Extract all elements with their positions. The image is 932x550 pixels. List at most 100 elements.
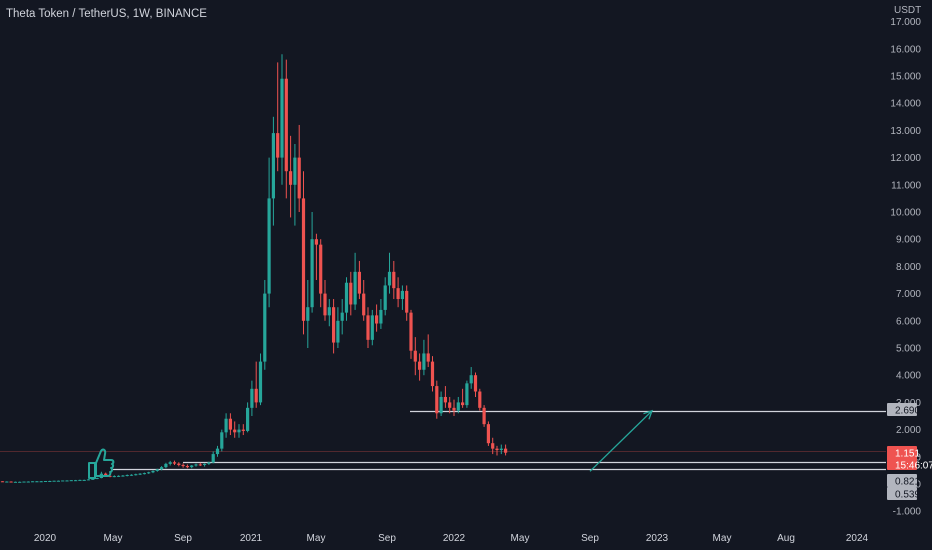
candle-body xyxy=(375,315,379,324)
candle-body xyxy=(413,350,417,362)
candle-body xyxy=(207,462,211,464)
candle-body xyxy=(185,466,189,468)
candle-body xyxy=(95,478,99,480)
x-tick-label: 2024 xyxy=(846,533,869,544)
candle-body xyxy=(473,375,478,392)
candle-body xyxy=(215,448,220,455)
x-tick-label: 2022 xyxy=(443,533,466,544)
candle-body xyxy=(280,78,284,158)
y-tick-label: 15.000 xyxy=(890,72,921,83)
candle-body xyxy=(405,290,409,313)
candle-body xyxy=(456,402,460,411)
candle-body xyxy=(418,361,422,370)
candle-body xyxy=(211,454,215,463)
candle-body xyxy=(142,473,146,475)
candle-body xyxy=(237,429,241,433)
candle-body xyxy=(301,198,306,321)
candle-body xyxy=(69,480,73,482)
candle-body xyxy=(74,480,78,482)
y-tick-label: 2.000 xyxy=(896,425,921,436)
candle-body xyxy=(168,462,172,464)
candle-body xyxy=(39,481,43,483)
candle-body xyxy=(465,383,469,406)
x-tick-label: Sep xyxy=(378,533,396,544)
y-tick-label: 16.000 xyxy=(890,44,921,55)
price-tag-label: 2.690 xyxy=(895,406,920,417)
candle-body xyxy=(491,443,495,449)
candle-body xyxy=(233,429,237,433)
candle-body xyxy=(13,481,17,483)
candle-body xyxy=(478,391,482,408)
candle-body xyxy=(9,481,13,483)
candle-body xyxy=(306,307,310,321)
candle-body xyxy=(117,475,121,477)
candle-body xyxy=(138,473,142,475)
projection-arrow[interactable] xyxy=(589,409,654,472)
candle-body xyxy=(26,481,30,483)
candle-body xyxy=(181,464,185,467)
candle-body xyxy=(61,480,65,482)
candle-body xyxy=(250,388,254,408)
candle-body xyxy=(147,472,151,474)
candle-body xyxy=(426,353,430,362)
candle-body xyxy=(134,474,138,476)
y-tick-label: 9.000 xyxy=(896,235,921,246)
x-tick-label: Sep xyxy=(581,533,599,544)
y-tick-label: 6.000 xyxy=(896,316,921,327)
candle-body xyxy=(18,481,22,483)
candle-body xyxy=(314,239,318,245)
candle-body xyxy=(409,312,413,351)
candle-body xyxy=(482,407,486,425)
candle-body xyxy=(499,448,503,450)
arrow-shaft[interactable] xyxy=(589,410,653,472)
y-tick-label: 7.000 xyxy=(896,289,921,300)
candle-body xyxy=(86,479,91,481)
price-tag-box xyxy=(887,403,917,416)
candle-body xyxy=(82,479,86,481)
candle-body xyxy=(289,171,293,185)
candle-body xyxy=(387,271,392,286)
x-tick-label: May xyxy=(307,533,326,544)
candle-body xyxy=(392,271,396,289)
candle-body xyxy=(439,396,443,414)
candle-body xyxy=(396,288,400,300)
candle-body xyxy=(5,481,9,483)
candle-body xyxy=(155,469,159,471)
candle-body xyxy=(198,464,202,466)
candle-body xyxy=(422,353,426,370)
candle-body xyxy=(366,315,370,340)
y-tick-label: 11.000 xyxy=(891,180,921,191)
candle-body xyxy=(177,463,181,465)
candle-body xyxy=(112,476,116,478)
candle-body xyxy=(160,467,164,470)
y-tick-label: 4.000 xyxy=(896,371,921,382)
candle-body xyxy=(284,78,288,172)
candle-body xyxy=(151,470,155,473)
candle-body xyxy=(104,473,108,476)
arrow-head xyxy=(643,409,654,420)
candle-body xyxy=(254,388,258,403)
price-axis[interactable]: -1.0000.0001.0002.0003.0004.0005.0006.00… xyxy=(890,17,921,518)
candle-body xyxy=(400,290,404,300)
x-tick-label: 2020 xyxy=(34,533,57,544)
candle-body xyxy=(461,402,465,406)
candle-body xyxy=(323,293,327,316)
candle-body xyxy=(344,282,349,313)
time-axis[interactable]: 2020 May Sep 2021 May Sep 2022 May Sep 2023 May Aug… xyxy=(34,533,869,544)
candle-body xyxy=(194,464,198,466)
y-tick-label: 10.000 xyxy=(890,208,921,219)
candle-body xyxy=(31,481,35,483)
y-tick-label: 5.000 xyxy=(896,344,921,355)
y-tick-label: 17.000 xyxy=(890,17,921,28)
candle-body xyxy=(220,432,224,449)
candle-body xyxy=(121,475,125,477)
candle-body xyxy=(504,448,508,453)
thumbs-up-icon xyxy=(88,448,115,479)
chart-title: Theta Token / TetherUS, 1W, BINANCE xyxy=(6,8,207,20)
x-tick-label: 2023 xyxy=(646,533,669,544)
price-tag-label: 0.821 xyxy=(895,477,920,488)
candle-body xyxy=(336,320,340,343)
candle-body xyxy=(203,463,207,465)
